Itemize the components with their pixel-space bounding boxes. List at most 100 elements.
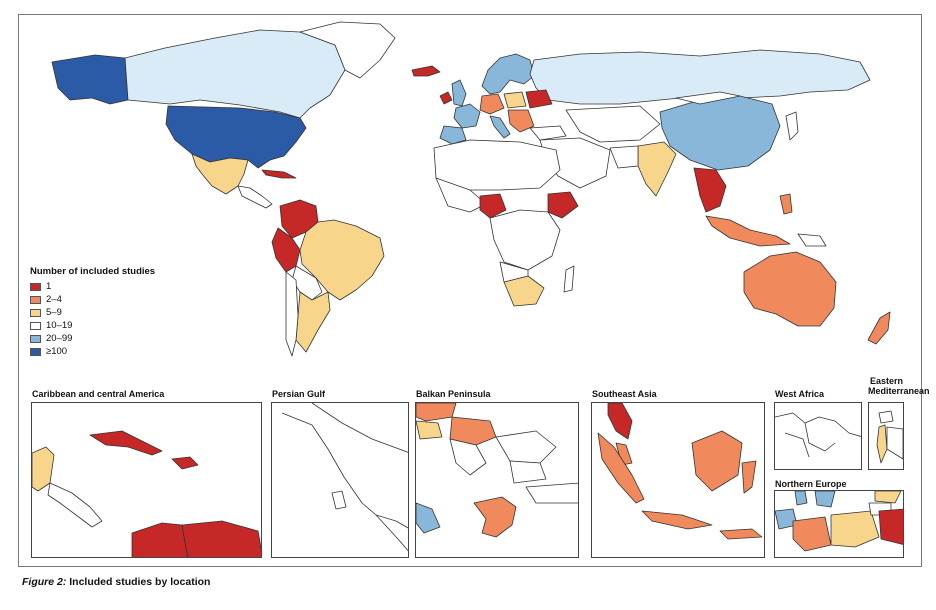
inset-region-central-am (47, 482, 103, 528)
legend-title: Number of included studies (30, 266, 156, 277)
inset-region-oman (375, 514, 408, 552)
inset-region-gulf-coast (281, 412, 408, 529)
region-iceland (411, 65, 441, 77)
region-indonesia (705, 215, 791, 247)
region-west-africa (435, 177, 487, 213)
region-philippines (779, 193, 793, 215)
inset-region-colombia (131, 522, 189, 557)
inset-region-thailand (607, 403, 633, 440)
legend-item: 2–4 (30, 293, 155, 306)
region-ireland (439, 91, 453, 105)
region-france (453, 103, 481, 129)
legend-label: 2–4 (46, 294, 62, 305)
inset-region-hispaniola (171, 456, 199, 470)
region-usa (165, 105, 307, 169)
legend-swatch (30, 347, 41, 356)
caption-text: Included studies by location (69, 576, 211, 588)
inset-region-serbia (449, 438, 487, 476)
inset-title-southeast-asia: Southeast Asia (592, 389, 657, 399)
legend-item: 20–99 (30, 332, 155, 345)
inset-region-lebanon (878, 410, 894, 424)
region-se-asia (693, 167, 727, 213)
map-legend: Number of included studies 1 2–4 5–9 10–… (30, 265, 155, 358)
inset-map-persian-gulf (271, 402, 409, 558)
region-japan (785, 111, 799, 141)
inset-region-venezuela (181, 520, 261, 557)
region-china (659, 95, 781, 171)
region-png (797, 233, 827, 247)
legend-item: ≥100 (30, 345, 155, 358)
inset-region-sulawesi (741, 460, 757, 494)
legend-label: 5–9 (46, 307, 62, 318)
region-central-asia (565, 105, 661, 143)
inset-region-wa-border (804, 422, 836, 452)
legend-label: 20–99 (46, 333, 73, 344)
inset-region-islands (719, 528, 763, 540)
legend-label: ≥100 (46, 346, 68, 357)
inset-map-se-asia (591, 402, 765, 558)
region-ukraine (525, 89, 553, 109)
inset-region-hungary (449, 416, 497, 446)
inset-region-germany-n (792, 516, 832, 552)
inset-title-eastern-med-line2: Mediterranean (868, 386, 930, 396)
region-southern-africa (499, 261, 529, 283)
region-balkans (507, 109, 535, 133)
region-cuba (261, 169, 297, 179)
inset-region-wa-coast (775, 412, 861, 437)
world-map (51, 21, 891, 357)
inset-region-sweden (814, 491, 836, 508)
inset-region-slovenia (416, 420, 443, 440)
inset-region-bulgaria (509, 460, 547, 484)
region-greenland (299, 21, 396, 79)
region-new-zealand (867, 311, 891, 345)
region-peru (271, 227, 301, 273)
region-ethiopia (547, 191, 579, 219)
region-central-africa (489, 209, 561, 271)
inset-region-italy-heel (416, 502, 441, 534)
inset-title-caribbean: Caribbean and central America (32, 389, 165, 399)
caption-label: Figure 2: (22, 576, 67, 588)
inset-map-balkan (415, 402, 579, 558)
region-spain (439, 125, 467, 145)
inset-region-wa-border2 (784, 432, 810, 458)
legend-swatch (30, 295, 41, 304)
region-pakistan (609, 145, 639, 169)
inset-region-borneo (691, 430, 743, 492)
region-nigeria (479, 193, 507, 219)
inset-region-sumatra (597, 432, 645, 504)
region-madagascar (563, 265, 575, 293)
region-alaska (51, 54, 129, 105)
inset-title-balkan: Balkan Peninsula (416, 389, 491, 399)
legend-label: 1 (46, 281, 52, 292)
region-central-america (237, 185, 273, 209)
legend-swatch (30, 282, 41, 291)
figure-caption: Figure 2: Included studies by location (22, 576, 210, 588)
inset-region-qatar (331, 490, 347, 510)
inset-title-northern-europe: Northern Europe (775, 479, 847, 489)
region-north-africa (433, 139, 561, 191)
inset-region-belarus (878, 508, 903, 545)
legend-item: 5–9 (30, 306, 155, 319)
legend-swatch (30, 308, 41, 317)
inset-region-israel (876, 424, 888, 464)
legend-item: 10–19 (30, 319, 155, 332)
inset-region-cuba (89, 430, 163, 456)
inset-title-persian-gulf: Persian Gulf (272, 389, 326, 399)
inset-region-jordan (886, 426, 903, 460)
region-mongolia (675, 91, 741, 105)
region-uk (451, 79, 467, 107)
inset-map-northern-europe (774, 490, 904, 558)
inset-region-romania (495, 430, 557, 464)
inset-region-greece (473, 496, 517, 538)
region-canada (124, 29, 346, 119)
region-russia (529, 49, 871, 105)
region-germany (479, 93, 505, 115)
region-scandinavia (481, 53, 535, 95)
inset-title-west-africa: West Africa (775, 389, 825, 399)
inset-region-poland-n (830, 510, 880, 548)
region-india (637, 141, 677, 197)
region-argentina (295, 291, 331, 353)
region-brazil (299, 219, 385, 301)
legend-item: 1 (30, 280, 155, 293)
region-italy (489, 115, 511, 139)
